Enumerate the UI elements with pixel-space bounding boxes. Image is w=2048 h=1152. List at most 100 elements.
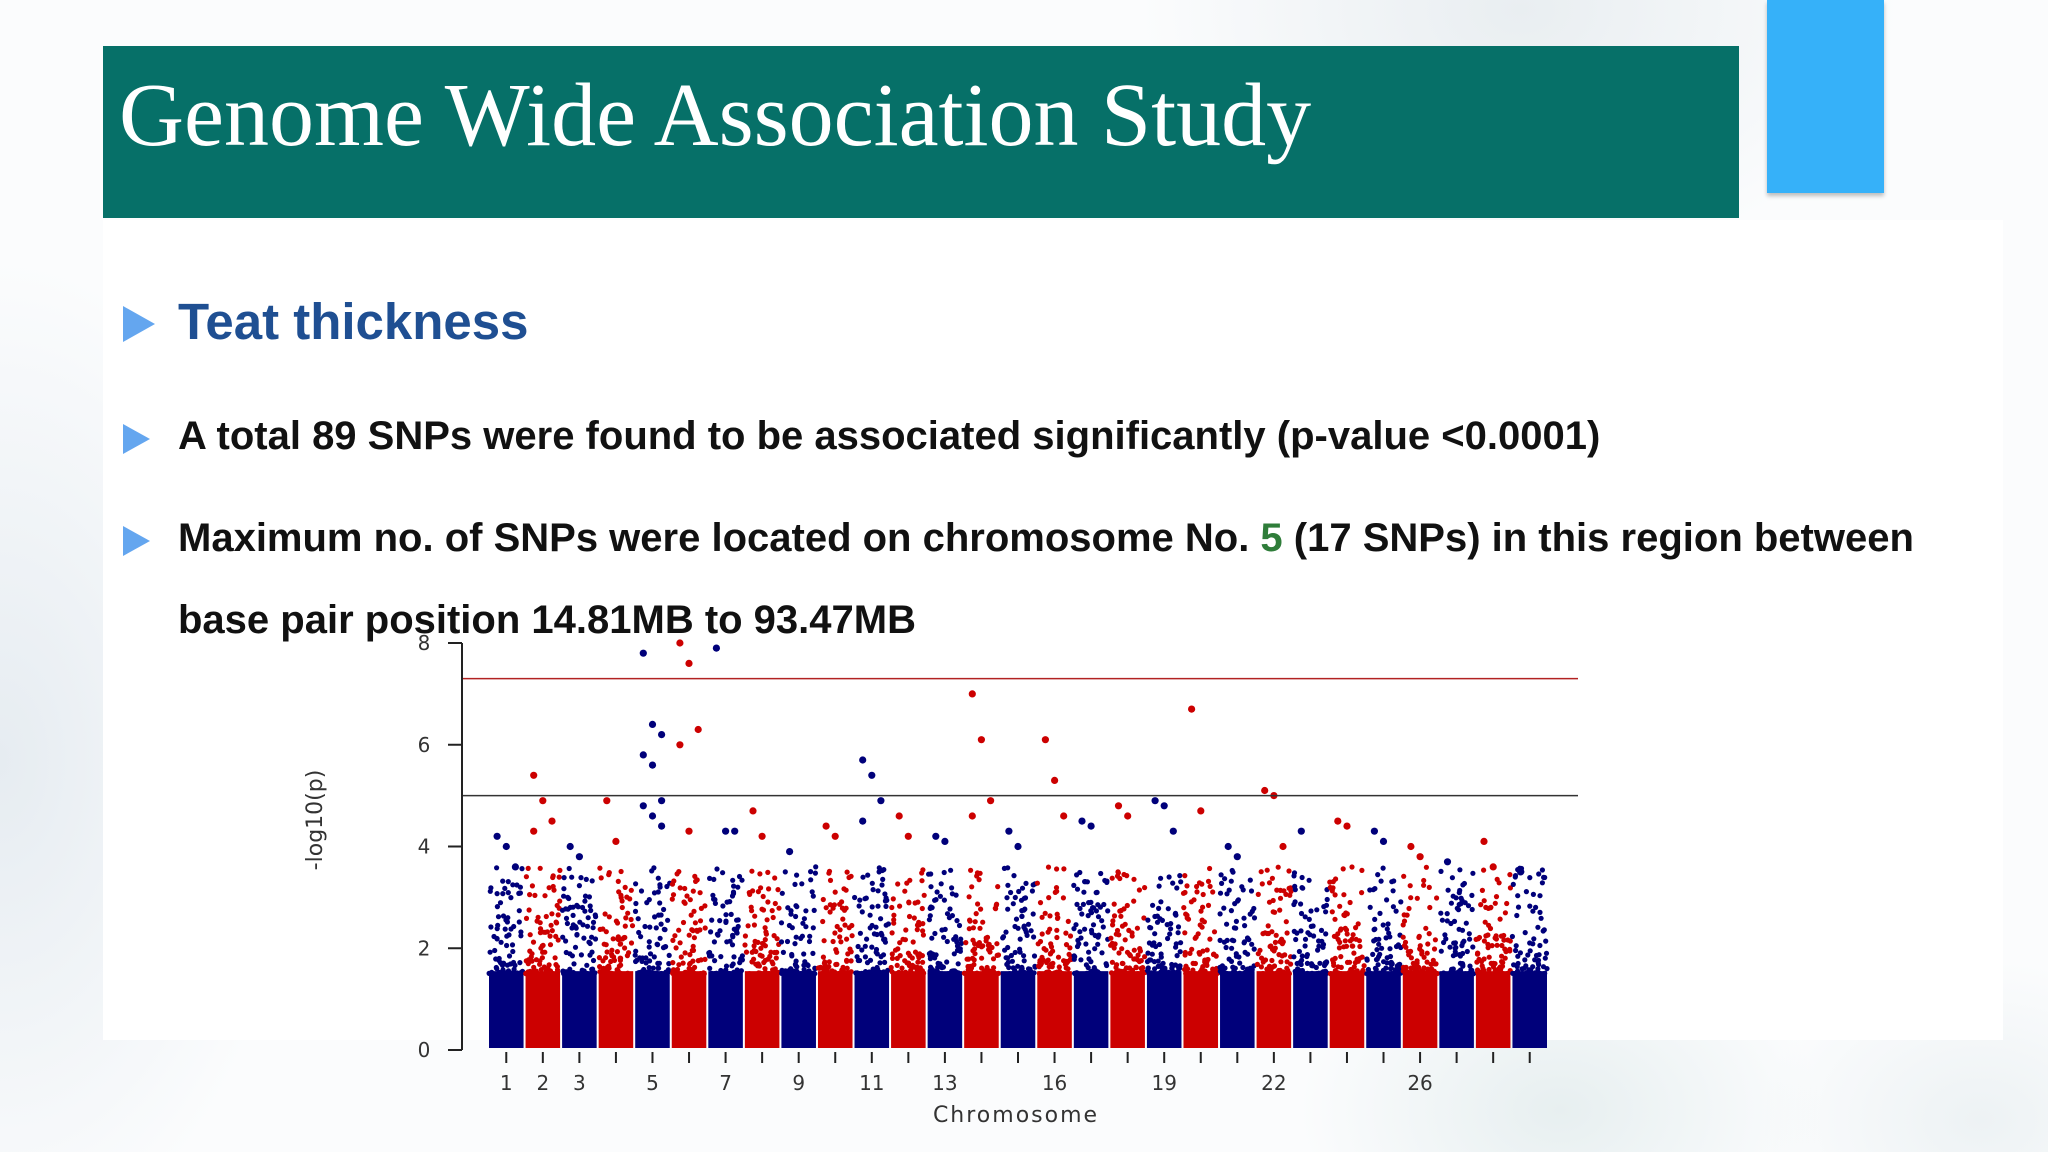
snp-peak-point [676,741,684,749]
snp-peak-point [722,827,730,835]
snp-peak-point [1279,842,1287,851]
chromosome-21-points [1217,867,1258,1048]
snp-peak-point [1169,827,1177,835]
snp-peak-point [1379,837,1388,846]
snp-peak-point [987,797,995,805]
snp-peak-point [1005,827,1013,835]
title-bar: Genome Wide Association Study [103,46,1739,218]
y-tick-label: 2 [418,936,431,960]
y-axis-label: -log10(p) [303,770,328,871]
bullet-heading: Teat thickness [178,293,529,350]
slide-title: Genome Wide Association Study [119,66,1312,165]
x-tick-label: 13 [932,1071,957,1095]
x-tick-label: 11 [859,1071,884,1095]
y-tick-label: 6 [418,733,431,757]
snp-peak-point [1370,827,1378,835]
x-tick-label: 16 [1042,1071,1067,1095]
snp-peak-point [1416,853,1424,861]
chromosome-7-points [706,866,746,1048]
snp-peak-point [1224,842,1232,851]
snp-peak-point [1060,812,1068,820]
snp-peak-point [648,761,657,769]
chromosome-8-points [742,868,782,1048]
snp-peak-point [859,756,867,764]
snp-peak-point [1087,822,1095,830]
bullet-total-snps: A total 89 SNPs were found to be associa… [178,414,1601,458]
snp-peak-point [648,720,657,729]
snp-peak-point [1197,807,1205,815]
chromosome-15-points [1000,865,1038,1048]
chromosome-1-points [486,865,526,1048]
bullet-max-snps-end: (17 SNPs) in this region between [1282,516,1914,560]
accent-rectangle [1767,0,1884,193]
snp-peak-point [1297,827,1305,835]
bullet-arrow-icon [123,526,150,556]
x-tick-label: 3 [573,1071,586,1095]
chromosome-5-points [632,865,673,1048]
snp-peak-point [731,827,739,835]
y-tick-label: 0 [418,1038,431,1062]
snp-peak-point [566,842,574,851]
snp-peak-point [685,827,693,835]
snp-peak-point [612,837,620,846]
chromosome-28-points [1473,867,1513,1048]
snp-point-bands [486,864,1550,1048]
chromosome-22-points [1254,864,1294,1048]
snp-peak-point [502,842,510,851]
chromosome-9-points [778,864,819,1048]
bullet-arrow-icon [123,424,150,454]
snp-peak-point [831,832,839,840]
content-panel [103,220,2003,1040]
snp-peak-point [786,848,794,856]
chromosome-2-points [523,865,563,1048]
x-tick-label: 22 [1261,1071,1286,1095]
snp-peak-point [932,832,940,840]
chromosome-12-points [888,867,927,1048]
x-tick-label: 7 [719,1071,732,1095]
chromosome-24-points [1327,864,1367,1048]
snp-peak-point [1517,868,1525,876]
x-tick-label: 2 [536,1071,549,1095]
snp-peak-point [676,639,684,647]
snp-peak-point [648,812,657,820]
snp-peak-point [1407,842,1415,851]
snp-peak-point [639,649,647,657]
snp-peak-point [895,812,903,820]
chromosome-26-points [1400,864,1440,1048]
snp-peak-points [493,639,1525,876]
snp-peak-point [859,817,867,825]
snp-peak-point [1114,802,1123,810]
snp-peak-point [877,797,885,805]
bullet-arrow-icon [123,306,155,342]
snp-peak-point [1051,776,1059,785]
y-tick-label: 8 [418,631,431,655]
snp-peak-point [1041,736,1049,744]
snp-peak-point [749,807,757,815]
snp-peak-point [1261,786,1269,795]
bullet-max-snps-line2: base pair position 14.81MB to 93.47MB [178,598,916,642]
chromosome-20-points [1180,865,1220,1048]
snp-peak-point [968,812,976,820]
snp-peak-point [639,802,647,810]
chromosome-14-points [961,867,1002,1048]
snp-peak-point [1443,858,1452,866]
x-tick-label: 1 [500,1071,513,1095]
snp-peak-point [658,822,666,830]
snp-peak-point [1160,802,1168,810]
x-tick-label: 9 [792,1071,805,1095]
significance-thresholds [462,677,1578,797]
snp-peak-point [868,771,876,779]
snp-peak-point [658,797,666,805]
y-ticks: 0 2 4 6 8 [418,631,462,1062]
snp-peak-point [1233,853,1241,861]
x-tick-label: 19 [1151,1071,1176,1095]
chromosome-11-points [852,865,892,1048]
x-tick-label: 26 [1407,1071,1432,1095]
snp-peak-point [603,797,611,805]
snp-peak-point [1151,797,1159,805]
snp-peak-point [822,822,830,830]
x-tick-label: 5 [646,1071,659,1095]
snp-peak-point [977,736,986,744]
chromosome-29-points [1509,865,1550,1048]
